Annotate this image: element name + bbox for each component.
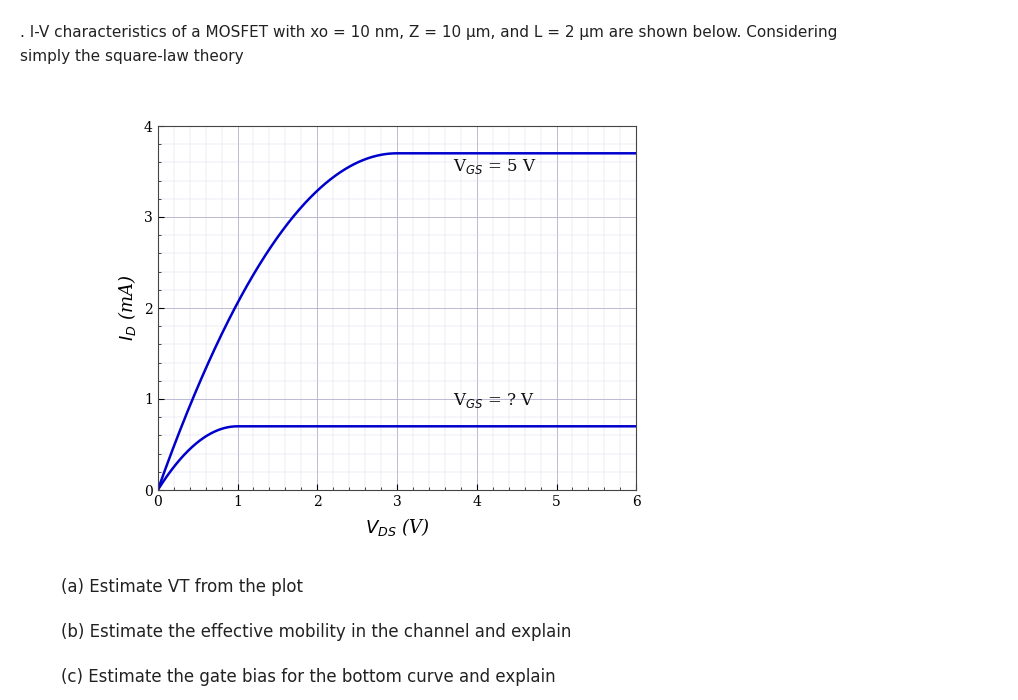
X-axis label: $V_{DS}$ (V): $V_{DS}$ (V) [364,516,430,538]
Text: simply the square-law theory: simply the square-law theory [20,49,244,64]
Text: V$_{GS}$ = 5 V: V$_{GS}$ = 5 V [453,158,536,176]
Text: (a) Estimate VT from the plot: (a) Estimate VT from the plot [61,578,303,596]
Text: V$_{GS}$ = ? V: V$_{GS}$ = ? V [453,391,535,410]
Text: (b) Estimate the effective mobility in the channel and explain: (b) Estimate the effective mobility in t… [61,623,571,641]
Text: (c) Estimate the gate bias for the bottom curve and explain: (c) Estimate the gate bias for the botto… [61,668,556,687]
Text: . I-V characteristics of a MOSFET with xo = 10 nm, Z = 10 μm, and L = 2 μm are s: . I-V characteristics of a MOSFET with x… [20,25,838,39]
Y-axis label: $I_D$ (mA): $I_D$ (mA) [116,274,138,342]
